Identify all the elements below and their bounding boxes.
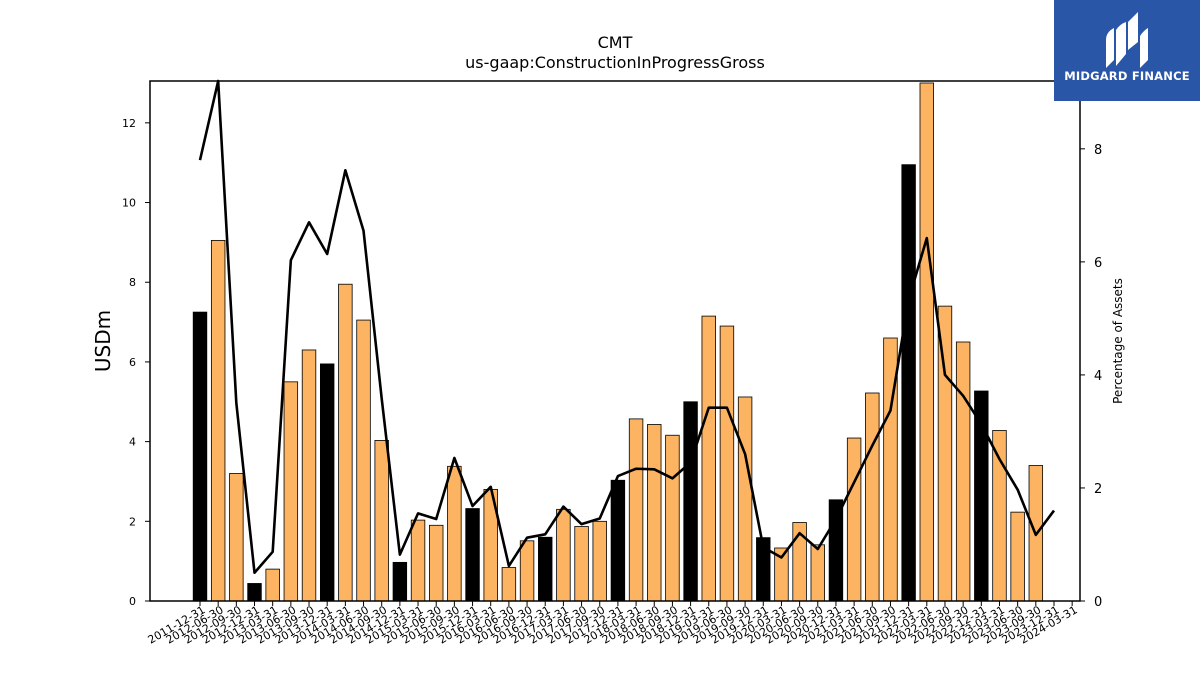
- bar: [647, 424, 662, 602]
- y-tick-label: 2: [129, 515, 136, 528]
- y2-tick-label: 6: [1094, 256, 1102, 271]
- bar: [247, 583, 262, 602]
- bar: [683, 401, 698, 602]
- bar: [519, 540, 535, 602]
- bar: [319, 363, 335, 602]
- bar: [1010, 511, 1025, 602]
- bar: [592, 520, 607, 602]
- bar: [901, 164, 916, 602]
- bar: [392, 561, 408, 602]
- assets-percentage-line: [198, 79, 1056, 575]
- chart-title: CMT: [597, 33, 633, 52]
- y2-axis-label: Percentage of Assets: [1111, 278, 1125, 404]
- bar: [992, 430, 1007, 602]
- bar: [265, 568, 280, 602]
- bar: [301, 349, 317, 602]
- line-group: [198, 79, 1056, 575]
- logo-text: MIDGARD FINANCE: [1064, 69, 1190, 83]
- bar: [737, 396, 753, 602]
- bar: [665, 434, 680, 602]
- bar: [410, 519, 426, 602]
- bar: [610, 479, 626, 602]
- bar: [701, 315, 716, 602]
- bar: [556, 508, 571, 602]
- midgard-logo: MIDGARD FINANCE: [1054, 0, 1200, 101]
- bar: [828, 499, 844, 602]
- midgard-logo-icon: [1106, 12, 1148, 68]
- bar: [501, 567, 517, 602]
- y-tick-label: 12: [122, 117, 136, 130]
- bar: [865, 392, 880, 602]
- y-tick-label: 0: [129, 595, 136, 608]
- left-axis: 0 2 4 6 8 10 12: [122, 117, 150, 608]
- y-tick-label: 6: [129, 356, 136, 369]
- bar: [338, 283, 353, 602]
- bar: [374, 440, 389, 602]
- bar: [810, 544, 825, 602]
- y-tick-label: 4: [129, 436, 136, 449]
- bar: [919, 82, 935, 602]
- bar: [846, 437, 862, 602]
- bar: [538, 536, 553, 602]
- bar: [955, 341, 971, 602]
- bar: [719, 325, 735, 602]
- bar: [447, 465, 462, 602]
- y-tick-label: 8: [129, 276, 136, 289]
- y2-tick-label: 0: [1094, 595, 1102, 610]
- y2-tick-label: 4: [1094, 369, 1102, 384]
- bar: [210, 239, 226, 602]
- x-axis: 2011-12-312012-06-302012-09-302012-12-31…: [146, 601, 1080, 647]
- bars-group: [192, 82, 1044, 602]
- plot-frame: [149, 80, 1081, 602]
- bar: [574, 526, 589, 602]
- bar: [356, 319, 371, 602]
- bar: [628, 418, 644, 602]
- bar: [465, 508, 480, 602]
- bar: [229, 473, 244, 602]
- bar: [192, 311, 208, 602]
- right-axis: 0 2 4 6 8: [1080, 143, 1102, 610]
- y-tick-label: 10: [122, 197, 136, 210]
- y-axis-label: USDm: [91, 310, 115, 372]
- bar: [283, 381, 299, 602]
- chart-subtitle: us-gaap:ConstructionInProgressGross: [465, 53, 765, 72]
- bar: [937, 305, 953, 602]
- y2-tick-label: 8: [1094, 143, 1102, 158]
- bar: [429, 524, 444, 602]
- y2-tick-label: 2: [1094, 482, 1102, 497]
